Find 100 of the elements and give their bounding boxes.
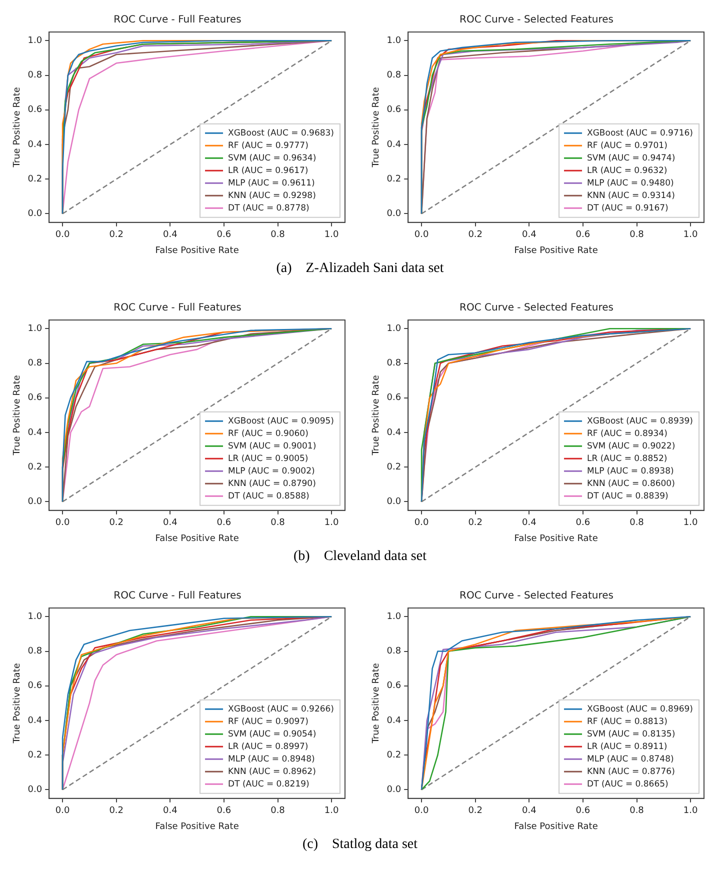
y-tick-label: 0.8 <box>28 358 42 369</box>
x-tick-label: 0.6 <box>216 518 232 528</box>
legend-label: RF (AUC = 0.9701) <box>587 140 668 151</box>
chart-title: ROC Curve - Full Features <box>114 590 242 602</box>
text: (c) Statlog data set <box>301 836 419 854</box>
chart-title: ROC Curve - Selected Features <box>460 302 614 314</box>
x-tick-label: 0.2 <box>468 230 483 240</box>
y-tick-label: 0.4 <box>386 716 402 726</box>
legend-label: LR (AUC = 0.8911) <box>587 742 668 752</box>
legend-label: KNN (AUC = 0.8776) <box>587 766 675 777</box>
x-tick-label: 0.4 <box>162 806 178 816</box>
x-axis-title: False Positive Rate <box>155 534 240 544</box>
legend-label: XGBoost (AUC = 0.8969) <box>587 704 694 714</box>
legend-label: SVM (AUC = 0.9054) <box>228 729 316 740</box>
y-tick-label: 0.0 <box>386 497 402 508</box>
y-tick-label: 0.8 <box>28 70 42 81</box>
y-tick-label: 0.4 <box>28 716 42 726</box>
x-tick-label: 0.4 <box>522 518 537 528</box>
y-tick-label: 0.8 <box>386 70 402 81</box>
legend-label: RF (AUC = 0.9060) <box>228 428 308 439</box>
y-tick-label: 0.2 <box>28 750 42 760</box>
y-tick-label: 0.4 <box>28 428 42 438</box>
y-tick-label: 0.6 <box>28 393 42 404</box>
legend-label: KNN (AUC = 0.9298) <box>228 190 316 201</box>
x-tick-label: 0.2 <box>109 518 124 528</box>
y-tick-label: 0.2 <box>28 174 42 184</box>
y-tick-label: 0.4 <box>386 428 402 438</box>
x-tick-label: 0.6 <box>576 806 590 816</box>
legend-label: DT (AUC = 0.8778) <box>228 203 310 214</box>
y-tick-label: 1.0 <box>28 612 42 622</box>
legend-label: MLP (AUC = 0.8948) <box>228 754 315 764</box>
chart-title: ROC Curve - Selected Features <box>460 14 614 26</box>
legend-label: KNN (AUC = 0.8790) <box>228 478 316 489</box>
y-axis-title: True Positive Rate <box>12 662 23 744</box>
legend-label: KNN (AUC = 0.8962) <box>228 766 316 777</box>
x-tick-label: 0.4 <box>162 230 178 240</box>
x-tick-label: 0.6 <box>576 230 590 240</box>
x-tick-label: 0.4 <box>522 806 537 816</box>
x-tick-label: 0.8 <box>630 230 644 240</box>
y-tick-label: 0.8 <box>386 358 402 369</box>
y-tick-label: 0.6 <box>28 681 42 692</box>
x-tick-label: 0.8 <box>630 518 644 528</box>
y-axis-title: True Positive Rate <box>12 86 23 168</box>
chart-title: ROC Curve - Selected Features <box>460 590 614 602</box>
legend-label: LR (AUC = 0.9617) <box>228 166 308 176</box>
y-tick-label: 0.8 <box>386 646 402 657</box>
text: (b) Cleveland data set <box>292 548 428 566</box>
legend-label: DT (AUC = 0.8839) <box>587 491 668 502</box>
x-axis-title: False Positive Rate <box>155 822 240 832</box>
y-tick-label: 0.4 <box>28 140 42 150</box>
x-tick-label: 0.2 <box>109 806 124 816</box>
y-tick-label: 0.0 <box>386 785 402 796</box>
y-axis-title: True Positive Rate <box>372 662 382 744</box>
legend-label: MLP (AUC = 0.9480) <box>587 178 674 188</box>
y-tick-label: 1.0 <box>386 324 402 334</box>
x-tick-label: 1.0 <box>324 518 339 528</box>
legend-label: RF (AUC = 0.9777) <box>228 140 308 151</box>
x-tick-label: 0.6 <box>216 806 232 816</box>
legend-label: LR (AUC = 0.9632) <box>587 166 668 176</box>
y-tick-label: 0.0 <box>28 209 42 220</box>
y-tick-label: 0.4 <box>386 140 402 150</box>
legend-label: SVM (AUC = 0.9001) <box>228 441 316 452</box>
x-tick-label: 0.2 <box>468 518 483 528</box>
legend-label: KNN (AUC = 0.9314) <box>587 190 675 201</box>
legend-label: XGBoost (AUC = 0.9716) <box>587 128 694 138</box>
legend-label: DT (AUC = 0.8665) <box>587 779 668 790</box>
legend-label: RF (AUC = 0.9097) <box>228 716 308 727</box>
legend-label: MLP (AUC = 0.9611) <box>228 178 315 188</box>
x-tick-label: 0.8 <box>270 230 286 240</box>
y-tick-label: 0.2 <box>28 462 42 472</box>
legend-label: SVM (AUC = 0.9022) <box>587 441 676 452</box>
x-tick-label: 0.6 <box>216 230 232 240</box>
text: (a) Z-Alizadeh Sani data set <box>275 260 445 278</box>
x-tick-label: 0.0 <box>414 518 429 528</box>
y-tick-label: 1.0 <box>28 36 42 46</box>
legend-label: KNN (AUC = 0.8600) <box>587 478 675 489</box>
x-tick-label: 1.0 <box>324 230 339 240</box>
legend-label: LR (AUC = 0.9005) <box>228 454 308 464</box>
chart-title: ROC Curve - Full Features <box>114 302 242 314</box>
y-tick-label: 0.6 <box>28 105 42 116</box>
legend-label: RF (AUC = 0.8813) <box>587 716 668 727</box>
x-tick-label: 0.4 <box>522 230 537 240</box>
x-axis-title: False Positive Rate <box>514 534 598 544</box>
legend-label: MLP (AUC = 0.9002) <box>228 466 315 476</box>
y-tick-label: 0.2 <box>386 750 402 760</box>
legend-label: XGBoost (AUC = 0.9266) <box>228 704 334 714</box>
x-tick-label: 0.8 <box>630 806 644 816</box>
x-tick-label: 0.8 <box>270 518 286 528</box>
x-tick-label: 1.0 <box>683 806 698 816</box>
y-axis-title: True Positive Rate <box>12 374 23 456</box>
legend-label: DT (AUC = 0.8219) <box>228 779 310 790</box>
y-tick-label: 1.0 <box>386 36 402 46</box>
y-tick-label: 0.6 <box>386 105 402 116</box>
x-tick-label: 0.6 <box>576 518 590 528</box>
legend-label: MLP (AUC = 0.8748) <box>587 754 674 764</box>
y-tick-label: 0.2 <box>386 174 402 184</box>
x-tick-label: 1.0 <box>683 518 698 528</box>
x-axis-title: False Positive Rate <box>514 822 598 832</box>
y-axis-title: True Positive Rate <box>372 374 382 456</box>
x-tick-label: 0.0 <box>55 230 70 240</box>
